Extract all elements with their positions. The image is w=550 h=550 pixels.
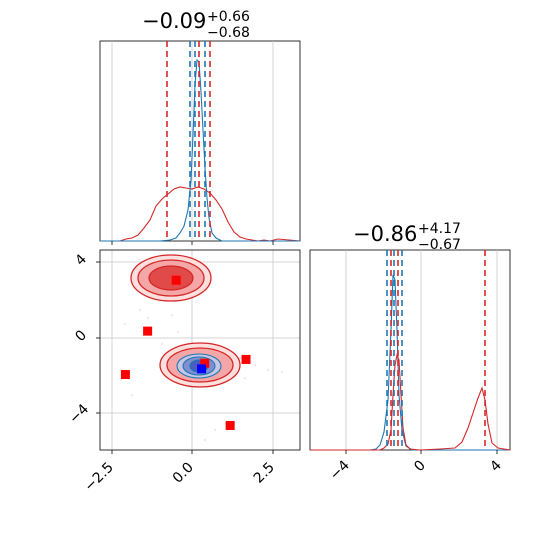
title-x2-upper: +4.17 (418, 221, 461, 237)
red-markers (120, 275, 251, 430)
panel-marginal-x2: −4 0 4 (309, 249, 511, 483)
x-tick-label: −2.5 (81, 460, 116, 495)
y-tick-label: 0 (72, 327, 90, 345)
panel-marginal-x1 (99, 40, 301, 245)
histogram-x2-blue (310, 274, 510, 451)
red-marker (241, 354, 251, 364)
red-marker (200, 358, 210, 368)
panel-frame (309, 249, 511, 451)
red-marker (225, 420, 235, 430)
panel-frame (99, 249, 301, 451)
title-x1: −0.09 +0.66 −0.68 (142, 9, 250, 41)
y-tick-label: −4 (66, 401, 92, 427)
blue-marker (197, 364, 207, 374)
panel-frame (99, 40, 301, 242)
title-x2-median: −0.86 (353, 222, 417, 246)
panel-joint: −2.5 0.0 2.5 4 0 −4 (66, 249, 301, 495)
title-x1-median: −0.09 (142, 9, 206, 33)
title-x1-upper: +0.66 (207, 9, 250, 25)
histogram-x1-blue (100, 58, 300, 242)
x-tick-label: 0.0 (170, 460, 197, 487)
x-tick-label: 4 (487, 457, 505, 475)
x-tick-label: 0 (411, 458, 429, 476)
contour-upper-mode (130, 254, 212, 302)
red-marker (143, 326, 153, 336)
faint-samples (123, 308, 284, 442)
x-tick-label: −4 (327, 457, 353, 483)
y-tick-label: 4 (72, 251, 90, 269)
red-marker (120, 370, 130, 380)
blue-marker-group (197, 364, 207, 374)
red-marker (171, 275, 181, 285)
title-x1-lower: −0.68 (207, 25, 250, 41)
title-x2-lower: −0.67 (418, 237, 461, 253)
title-x2: −0.86 +4.17 −0.67 (353, 221, 461, 253)
histogram-x1-red (100, 186, 301, 242)
histogram-x2-red (310, 353, 511, 451)
x-tick-label: 2.5 (251, 460, 278, 487)
